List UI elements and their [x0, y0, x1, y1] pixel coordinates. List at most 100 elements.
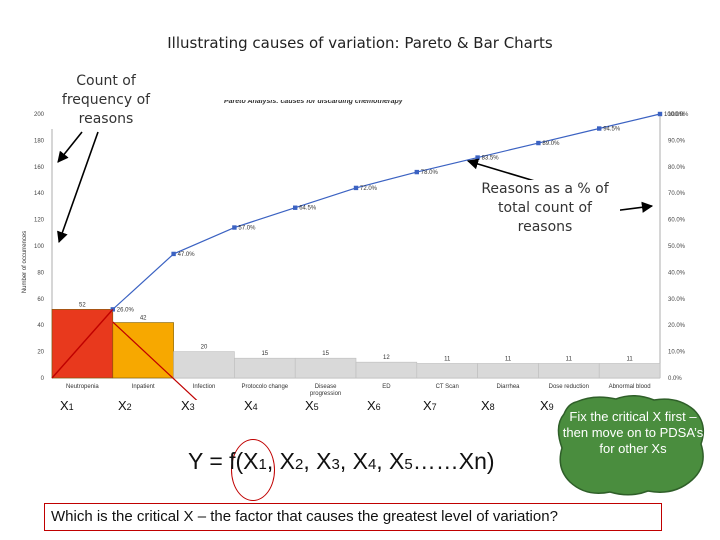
pareto-percent-label: 72.0% — [360, 186, 378, 192]
note-count-line: reasons — [78, 111, 134, 127]
y2-tick-label: 70.0% — [668, 191, 686, 197]
pareto-percent-label: 57.0% — [238, 226, 256, 232]
y2-tick-label: 10.0% — [668, 350, 686, 356]
x-factor-label: X5 — [305, 398, 319, 413]
critical-x-question-box: Which is the critical X – the factor tha… — [44, 503, 662, 531]
y2-tick-label: 30.0% — [668, 297, 686, 303]
y-tick-label: 0 — [41, 376, 45, 382]
annotation-arrow-pct-up — [466, 158, 539, 183]
bar-value-label: 12 — [383, 355, 390, 361]
pareto-point — [597, 126, 602, 131]
x-factor-letter: X — [60, 398, 69, 413]
annotation-arrow-count-left — [57, 131, 83, 163]
equation-part: Y = f(X — [188, 448, 259, 474]
y2-tick-label: 90.0% — [668, 138, 686, 144]
bar — [173, 351, 235, 379]
pareto-point — [475, 155, 480, 160]
x-factor-letter: X — [481, 398, 490, 413]
x-factor-subscript: 6 — [375, 402, 381, 412]
bar-value-label: 11 — [444, 356, 451, 362]
x-factor-subscript: 1 — [68, 402, 74, 412]
bar-value-label: 42 — [140, 316, 147, 322]
pareto-cumulative-line — [112, 113, 661, 310]
x-factor-label: X6 — [367, 398, 381, 413]
x-factor-letter: X — [305, 398, 314, 413]
y2-tick-label: 80.0% — [668, 165, 686, 171]
y-tick-label: 180 — [34, 138, 45, 144]
fix-critical-x-callout: Fix the critical X first – then move on … — [562, 409, 704, 456]
note-pct-line: total count of — [498, 200, 592, 216]
bar — [294, 357, 357, 379]
category-label: Neutropenia — [66, 384, 99, 390]
y2-tick-label: 0.0% — [668, 376, 682, 382]
pareto-point — [536, 140, 541, 146]
x-factor-letter: X — [181, 398, 190, 413]
category-label: Protocolo change — [241, 384, 288, 390]
slide-title: Illustrating causes of variation: Pareto… — [167, 34, 553, 52]
bar-value-label: 15 — [261, 351, 268, 357]
chart-title: Pareto Analysis: causes for discarding c… — [224, 100, 404, 105]
fix-critical-x-callout-shape — [557, 395, 705, 496]
pareto-percent-label: 47.0% — [178, 252, 196, 258]
pareto-percent-label: 94.5% — [603, 127, 621, 133]
note-count-line: Count of — [76, 73, 136, 89]
bar-value-label: 20 — [201, 345, 208, 351]
equation-part: , X — [303, 448, 332, 474]
y2-tick-label: 100.0% — [668, 112, 689, 118]
pareto-chart: Pareto Analysis: causes for discarding c… — [22, 100, 689, 400]
x-factor-subscript: 8 — [489, 402, 495, 412]
category-label: Infection — [193, 384, 216, 390]
bar — [538, 363, 600, 379]
equation-subscript: 3 — [331, 456, 340, 473]
x-factor-subscript: 7 — [431, 402, 437, 412]
y-tick-label: 100 — [34, 244, 45, 250]
pareto-percent-label: 100.0% — [664, 112, 685, 118]
category-label: ED — [382, 384, 391, 390]
y-tick-label: 20 — [37, 350, 44, 356]
x-factor-label: X1 — [60, 398, 74, 413]
x-factor-letter: X — [118, 398, 127, 413]
pareto-percent-label: 83.5% — [482, 156, 500, 162]
bar — [416, 363, 478, 379]
category-label: Diarrhea — [496, 384, 520, 390]
pareto-point — [232, 225, 237, 230]
pareto-point — [414, 169, 419, 175]
y-tick-label: 140 — [34, 191, 45, 197]
y2-tick-label: 40.0% — [668, 270, 686, 276]
bar — [234, 357, 296, 379]
x-factor-letter: X — [367, 398, 376, 413]
category-label: Inpatient — [132, 384, 155, 390]
category-label: progression — [310, 391, 341, 397]
x-factor-subscript: 9 — [548, 402, 554, 412]
bar-value-label: 11 — [505, 356, 512, 362]
category-label: Dose reduction — [549, 384, 589, 390]
critical-x-highlight-ellipse — [231, 439, 275, 501]
x-factor-label: X7 — [423, 398, 437, 413]
equation-part: , X — [266, 448, 295, 474]
bar-value-label: 15 — [322, 351, 329, 357]
y-tick-label: 160 — [34, 165, 45, 171]
x-factor-letter: X — [540, 398, 549, 413]
pareto-point — [171, 251, 176, 257]
pareto-percent-label: 26.0% — [117, 307, 135, 313]
bar — [598, 363, 661, 379]
equation-subscript: 4 — [367, 456, 377, 473]
note-pct-line: reasons — [517, 219, 573, 235]
y2-tick-label: 60.0% — [668, 218, 686, 224]
note-count-line: frequency of — [61, 92, 151, 108]
category-label: Abnormal blood — [609, 384, 651, 390]
transfer-function-equation: Y = f(X1, X2, X3, X4, X5……Xn) — [188, 448, 495, 475]
bar-value-label: 11 — [566, 356, 573, 362]
x-factor-subscript: 5 — [313, 402, 319, 412]
x-factor-letter: X — [244, 398, 253, 413]
x-factor-subscript: 3 — [189, 402, 195, 412]
equation-subscript: 2 — [295, 456, 304, 473]
pareto-percent-label: 89.0% — [542, 141, 560, 147]
note-percent-of-total: Reasons as a % of total count of reasons — [470, 180, 620, 237]
equation-part: , X — [376, 448, 405, 474]
x-factor-subscript: 2 — [126, 402, 132, 412]
note-count-of-frequency: Count of frequency of reasons — [50, 72, 162, 129]
pareto-point — [293, 205, 298, 210]
bar — [355, 361, 418, 379]
y-tick-label: 200 — [34, 112, 45, 118]
